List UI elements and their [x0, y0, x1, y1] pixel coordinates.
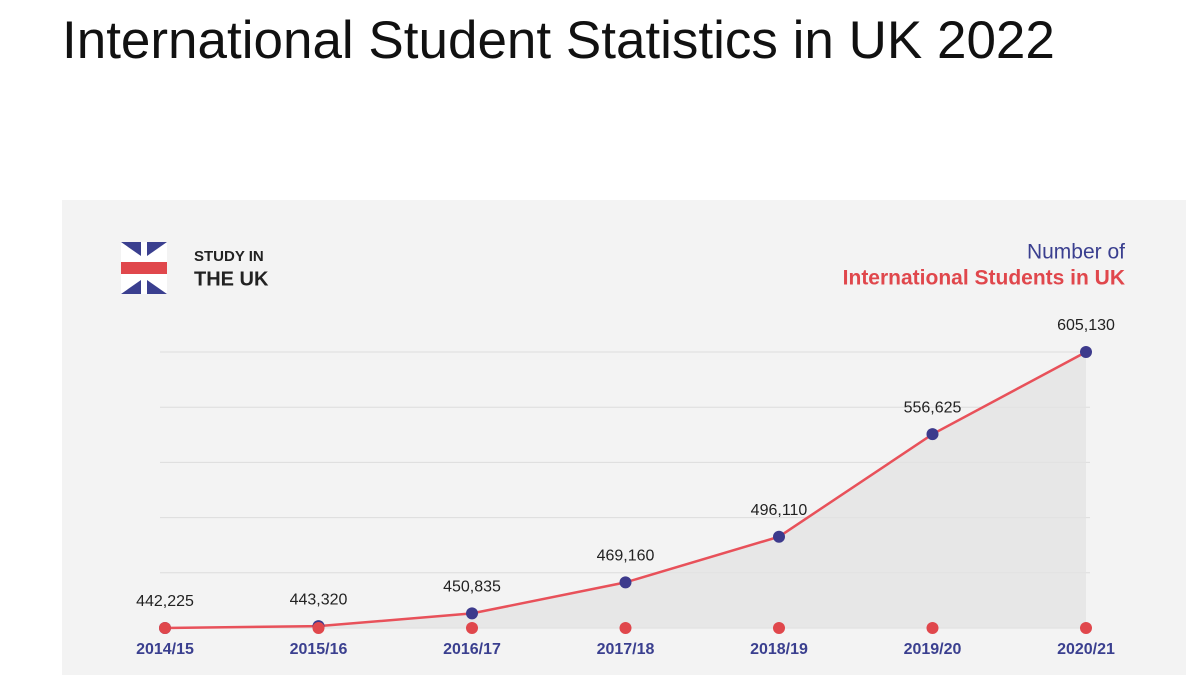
axis-dot	[773, 622, 785, 634]
x-tick-label: 2015/16	[290, 641, 348, 658]
x-tick-label: 2018/19	[750, 641, 808, 658]
point	[926, 428, 939, 441]
x-tick-label: 2019/20	[904, 641, 962, 658]
value-label: 442,225	[136, 593, 194, 610]
chart-title: International Students in UK	[843, 267, 1125, 290]
axis-dot	[926, 622, 939, 634]
chart-subtitle: Number of	[1027, 241, 1125, 264]
value-label: 605,130	[1057, 317, 1115, 334]
logo-line1: STUDY IN	[194, 248, 264, 265]
point	[466, 607, 478, 620]
value-label: 450,835	[443, 579, 501, 596]
point	[619, 576, 632, 589]
area	[165, 352, 1086, 628]
value-label: 443,320	[290, 591, 348, 608]
value-label: 556,625	[904, 399, 962, 416]
x-tick-label: 2020/21	[1057, 641, 1115, 658]
axis-dot	[466, 622, 478, 634]
x-tick-label: 2014/15	[136, 641, 194, 658]
point	[773, 530, 785, 543]
flag	[121, 242, 167, 294]
x-tick-label: 2016/17	[443, 641, 501, 658]
x-tick-label: 2017/18	[597, 641, 655, 658]
point	[1080, 346, 1092, 358]
page-title: International Student Statistics in UK 2…	[62, 11, 1055, 70]
value-label: 496,110	[751, 502, 808, 519]
axis-dot	[159, 622, 171, 634]
logo-line2: THE UK	[194, 268, 269, 290]
axis-dot	[1080, 622, 1092, 634]
value-label: 469,160	[597, 548, 655, 565]
axis-dot	[619, 622, 632, 634]
axis-dot	[312, 622, 325, 634]
